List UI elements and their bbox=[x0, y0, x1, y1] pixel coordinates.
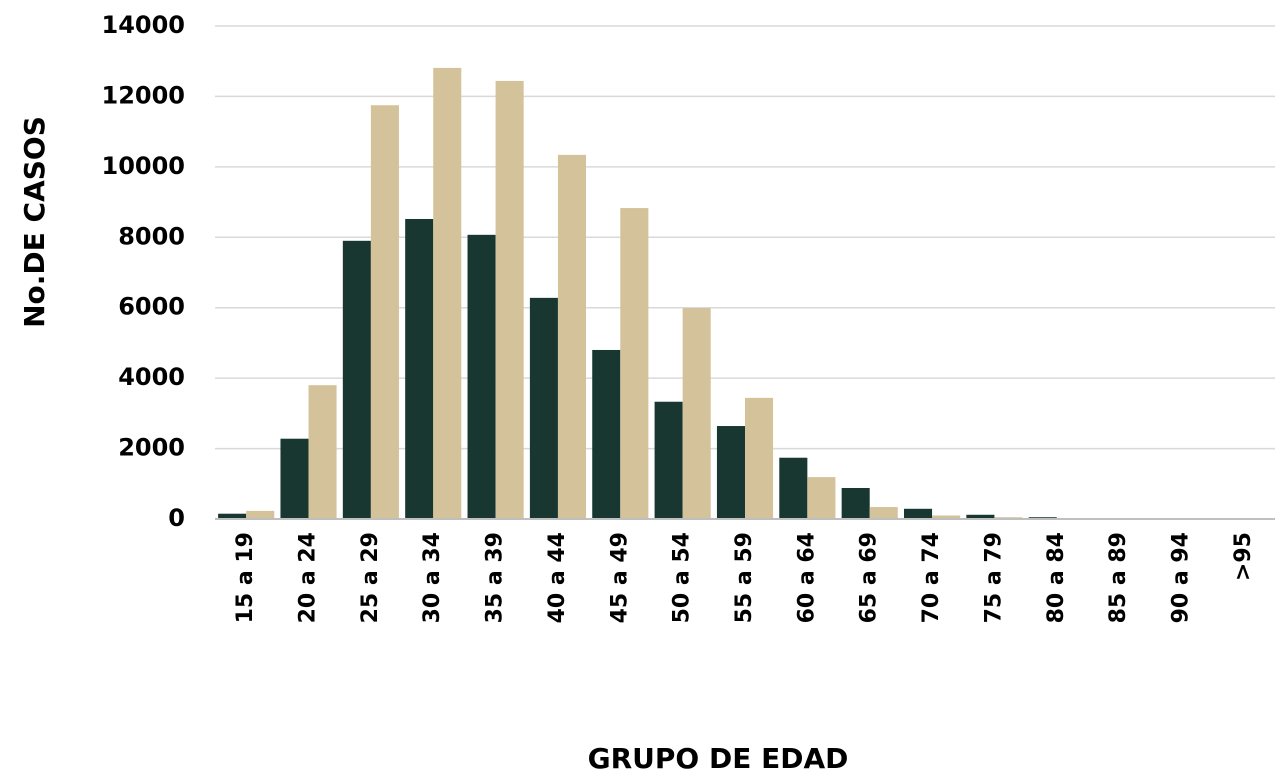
x-tick-label: 15 a 19 bbox=[233, 532, 258, 623]
bar bbox=[966, 514, 995, 519]
bar bbox=[779, 457, 808, 519]
x-tick-label: 30 a 34 bbox=[420, 532, 445, 623]
bar bbox=[807, 477, 836, 519]
bar bbox=[342, 240, 371, 520]
bar bbox=[405, 218, 434, 519]
x-tick-label: 45 a 49 bbox=[607, 532, 632, 623]
bar bbox=[370, 105, 399, 519]
bar bbox=[218, 513, 247, 519]
bar bbox=[745, 397, 774, 519]
bar bbox=[869, 507, 898, 519]
bar bbox=[308, 385, 337, 519]
y-tick-label: 14000 bbox=[102, 11, 186, 39]
y-tick-label: 4000 bbox=[118, 363, 185, 391]
y-tick-label: 0 bbox=[168, 504, 185, 532]
x-axis-title: GRUPO DE EDAD bbox=[588, 742, 849, 775]
bar bbox=[654, 401, 683, 519]
bar bbox=[620, 208, 649, 519]
y-tick-label: 2000 bbox=[118, 434, 185, 462]
bar bbox=[529, 297, 558, 519]
x-tick-label: 60 a 64 bbox=[794, 532, 819, 623]
bar bbox=[280, 438, 309, 519]
bar bbox=[495, 80, 524, 519]
x-tick-label: 50 a 54 bbox=[670, 532, 695, 623]
y-tick-label: 8000 bbox=[118, 222, 185, 250]
x-tick-label: 85 a 89 bbox=[1106, 532, 1131, 623]
x-tick-label: 65 a 69 bbox=[857, 532, 882, 623]
y-tick-label: 6000 bbox=[118, 293, 185, 321]
bar bbox=[841, 488, 870, 519]
bar bbox=[557, 154, 586, 520]
x-tick-label: 20 a 24 bbox=[296, 532, 321, 623]
x-tick-label: 90 a 94 bbox=[1168, 532, 1193, 623]
x-tick-label: 80 a 84 bbox=[1044, 532, 1069, 623]
y-axis-title: No.DE CASOS bbox=[18, 116, 51, 328]
bar bbox=[932, 515, 961, 519]
bar bbox=[904, 508, 933, 519]
x-tick-label: 70 a 74 bbox=[919, 532, 944, 623]
y-tick-label: 10000 bbox=[102, 152, 186, 180]
y-tick-label: 12000 bbox=[102, 81, 186, 109]
bar bbox=[592, 349, 621, 519]
x-tick-label: >95 bbox=[1231, 532, 1256, 581]
x-tick-label: 55 a 59 bbox=[732, 532, 757, 623]
bar bbox=[682, 308, 711, 519]
bar bbox=[467, 234, 496, 519]
x-tick-label: 40 a 44 bbox=[545, 532, 570, 623]
x-tick-label: 25 a 29 bbox=[358, 532, 383, 623]
bar bbox=[716, 426, 745, 519]
x-tick-label: 75 a 79 bbox=[981, 532, 1006, 623]
bar bbox=[433, 67, 462, 519]
x-tick-label: 35 a 39 bbox=[483, 532, 508, 623]
bar bbox=[246, 510, 275, 519]
